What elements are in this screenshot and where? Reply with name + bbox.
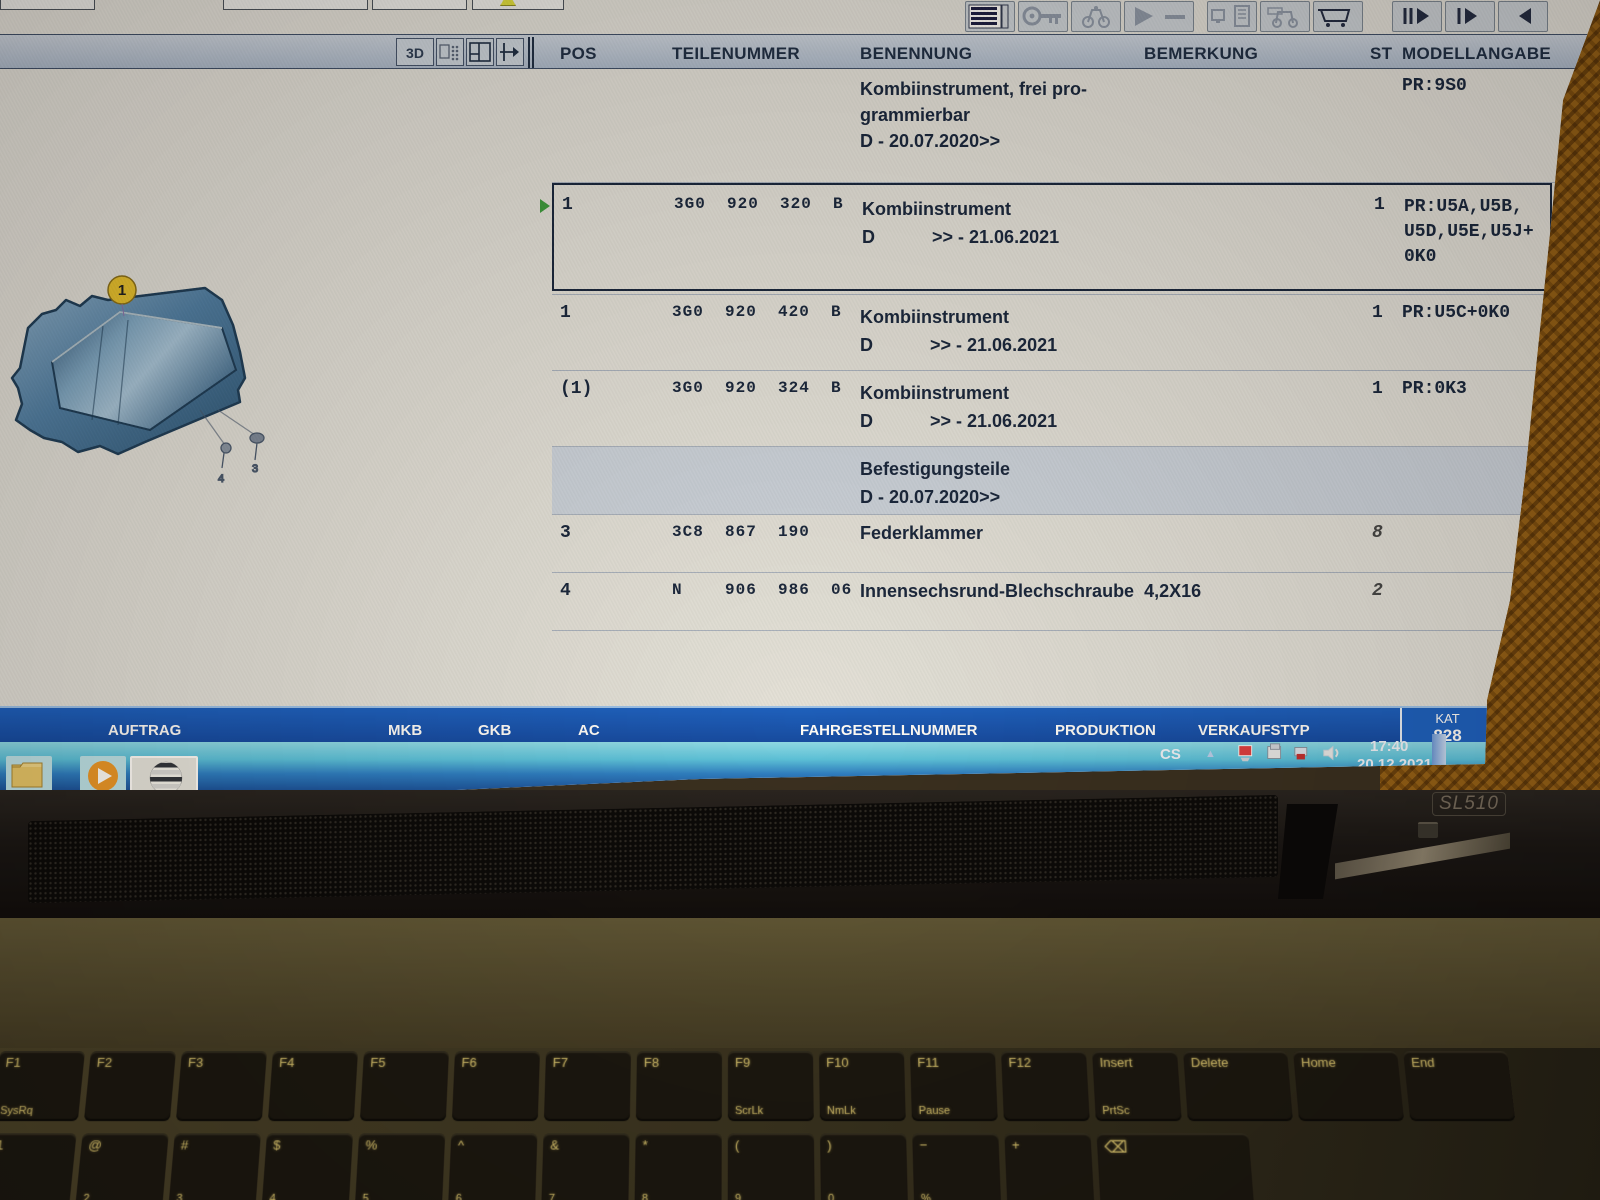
svg-text:3: 3 [252,463,258,475]
svg-text:4: 4 [218,473,224,485]
svg-text:1: 1 [118,282,126,299]
